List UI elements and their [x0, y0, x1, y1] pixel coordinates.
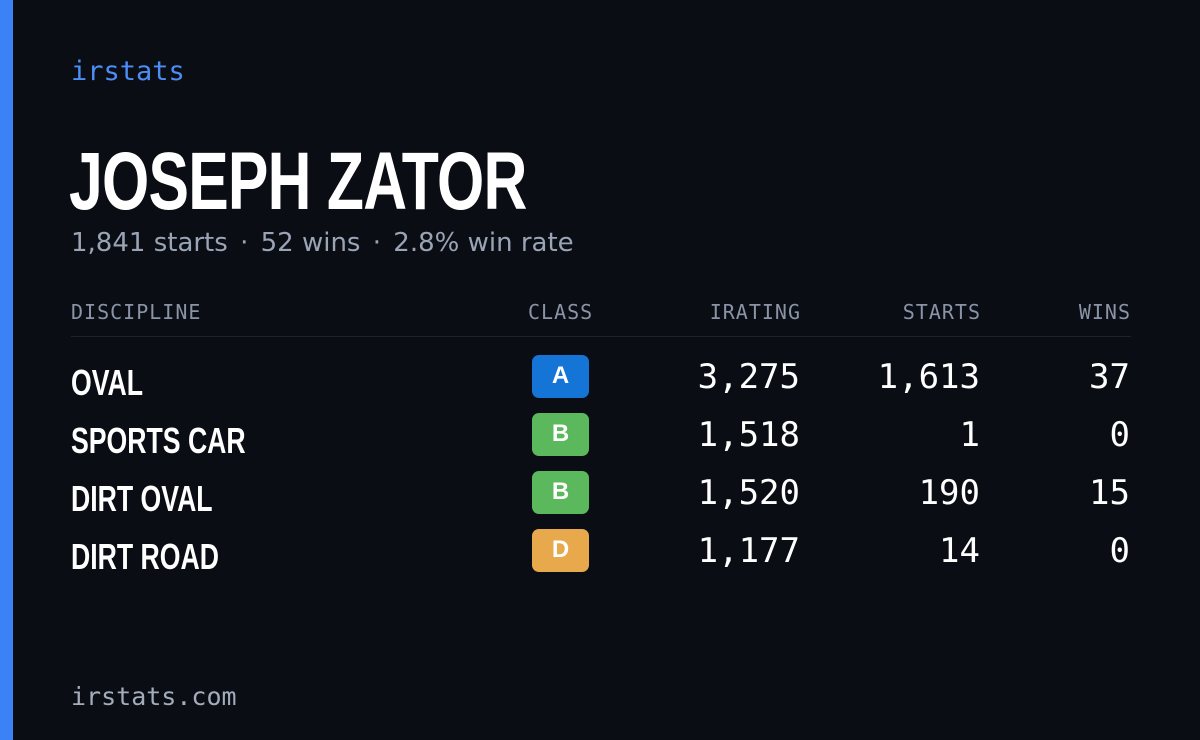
wins-value: 0	[1109, 531, 1130, 571]
discipline-name: SPORTS CAR	[71, 420, 246, 461]
starts-value: 14	[939, 531, 980, 571]
accent-bar	[0, 0, 13, 740]
discipline-name: DIRT OVAL	[71, 478, 213, 519]
table-row: DIRT ROAD D 1,177 14 0	[71, 529, 1131, 587]
discipline-name: DIRT ROAD	[71, 536, 219, 577]
driver-name: JOSEPH ZATOR	[69, 136, 527, 227]
summary-separator: ·	[372, 228, 382, 258]
table-row: OVAL A 3,275 1,613 37	[71, 355, 1131, 413]
irating-value: 1,177	[697, 531, 800, 571]
class-badge: A	[532, 355, 589, 398]
table-row: SPORTS CAR B 1,518 1 0	[71, 413, 1131, 471]
footer-url[interactable]: irstats.com	[71, 682, 237, 711]
starts-value: 1,613	[877, 357, 980, 397]
irating-value: 1,518	[697, 415, 800, 455]
driver-summary: 1,841 starts · 52 wins · 2.8% win rate	[71, 228, 574, 258]
summary-starts: 1,841 starts	[71, 228, 228, 258]
header-discipline: DISCIPLINE	[71, 300, 202, 324]
table-body: OVAL A 3,275 1,613 37 SPORTS CAR B 1,518…	[71, 355, 1131, 587]
summary-wins: 52 wins	[260, 228, 361, 258]
discipline-name: OVAL	[71, 362, 144, 403]
starts-value: 190	[918, 473, 980, 513]
header-irating: IRATING	[709, 300, 801, 324]
brand-logo[interactable]: irstats	[71, 56, 185, 87]
header-starts: STARTS	[902, 300, 981, 324]
table-row: DIRT OVAL B 1,520 190 15	[71, 471, 1131, 529]
irating-value: 1,520	[697, 473, 800, 513]
summary-separator: ·	[240, 228, 249, 258]
wins-value: 37	[1089, 357, 1130, 397]
license-table: DISCIPLINE CLASS IRATING STARTS WINS OVA…	[71, 298, 1131, 587]
irating-value: 3,275	[697, 357, 800, 397]
class-badge: B	[532, 471, 589, 514]
header-class: CLASS	[528, 300, 594, 324]
header-wins: WINS	[1078, 300, 1131, 324]
class-badge: B	[532, 413, 589, 456]
wins-value: 0	[1109, 415, 1130, 455]
table-header: DISCIPLINE CLASS IRATING STARTS WINS	[71, 298, 1131, 337]
summary-win-rate: 2.8% win rate	[393, 228, 574, 258]
wins-value: 15	[1089, 473, 1130, 513]
starts-value: 1	[959, 415, 980, 455]
class-badge: D	[532, 529, 589, 572]
